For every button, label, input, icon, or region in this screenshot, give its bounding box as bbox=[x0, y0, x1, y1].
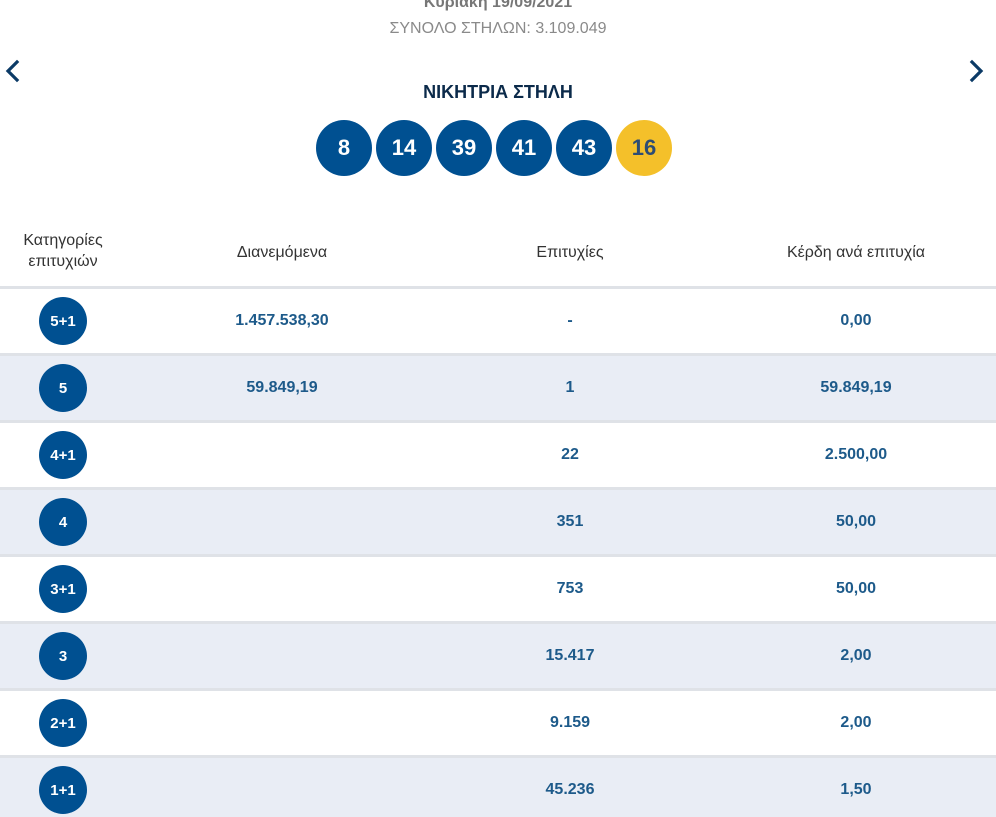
winners-count: 9.159 bbox=[549, 714, 591, 731]
prize-per-winner: 2,00 bbox=[840, 647, 872, 664]
table-row: 4 351 50,00 bbox=[0, 487, 996, 554]
category-badge: 1+1 bbox=[39, 766, 87, 814]
winners-count: 15.417 bbox=[545, 647, 595, 664]
table-row: 3 15.417 2,00 bbox=[0, 621, 996, 688]
winning-number-ball: 8 bbox=[316, 120, 372, 176]
draw-date: Κυριακή 19/09/2021 bbox=[423, 0, 573, 11]
results-table-header: Κατηγορίες επιτυχιών Διανεμόμενα Επιτυχί… bbox=[0, 230, 996, 286]
prize-per-winner: 59.849,19 bbox=[820, 379, 892, 396]
winning-number-ball: 41 bbox=[496, 120, 552, 176]
joker-number-ball: 16 bbox=[616, 120, 672, 176]
category-badge: 5+1 bbox=[39, 297, 87, 345]
header-distributed: Διανεμόμενα bbox=[236, 244, 328, 261]
table-row: 5+1 1.457.538,30 - 0,00 bbox=[0, 286, 996, 353]
winners-count: 351 bbox=[556, 513, 584, 530]
distributed-amount: 59.849,19 bbox=[246, 379, 318, 396]
winners-count: 753 bbox=[556, 580, 584, 597]
next-draw-button[interactable] bbox=[964, 58, 988, 84]
table-row: 3+1 753 50,00 bbox=[0, 554, 996, 621]
winning-numbers: 8 14 39 41 43 16 bbox=[316, 120, 676, 176]
header-prize-per-winner: Κέρδη ανά επιτυχία bbox=[786, 244, 926, 261]
winners-count: - bbox=[567, 312, 573, 329]
header-categories: Κατηγορίες επιτυχιών bbox=[23, 232, 103, 270]
winners-count: 1 bbox=[565, 379, 575, 396]
winning-number-ball: 39 bbox=[436, 120, 492, 176]
prize-per-winner: 2,00 bbox=[840, 714, 872, 731]
prize-per-winner: 50,00 bbox=[835, 513, 877, 530]
category-badge: 2+1 bbox=[39, 699, 87, 747]
total-columns: ΣΥΝΟΛΟ ΣΤΗΛΩΝ: 3.109.049 bbox=[389, 20, 607, 37]
category-badge: 5 bbox=[39, 364, 87, 412]
prize-per-winner: 2.500,00 bbox=[824, 446, 888, 463]
chevron-left-icon bbox=[5, 59, 20, 83]
winning-number-ball: 43 bbox=[556, 120, 612, 176]
prize-per-winner: 50,00 bbox=[835, 580, 877, 597]
winners-count: 22 bbox=[561, 446, 579, 463]
distributed-amount: 1.457.538,30 bbox=[235, 312, 329, 329]
header-winners: Επιτυχίες bbox=[536, 244, 604, 261]
category-badge: 3+1 bbox=[39, 565, 87, 613]
results-table-body: 5+1 1.457.538,30 - 0,00 5 59.849,19 1 59… bbox=[0, 286, 996, 817]
table-row: 1+1 45.236 1,50 bbox=[0, 755, 996, 817]
table-row: 5 59.849,19 1 59.849,19 bbox=[0, 353, 996, 420]
winning-number-ball: 14 bbox=[376, 120, 432, 176]
prize-per-winner: 0,00 bbox=[840, 312, 872, 329]
prize-per-winner: 1,50 bbox=[840, 781, 872, 798]
table-row: 2+1 9.159 2,00 bbox=[0, 688, 996, 755]
category-badge: 4 bbox=[39, 498, 87, 546]
category-badge: 4+1 bbox=[39, 431, 87, 479]
chevron-right-icon bbox=[969, 59, 984, 83]
winners-count: 45.236 bbox=[545, 781, 595, 798]
winning-column-title: ΝΙΚΗΤΡΙΑ ΣΤΗΛΗ bbox=[423, 82, 573, 102]
category-badge: 3 bbox=[39, 632, 87, 680]
previous-draw-button[interactable] bbox=[1, 58, 25, 84]
table-row: 4+1 22 2.500,00 bbox=[0, 420, 996, 487]
